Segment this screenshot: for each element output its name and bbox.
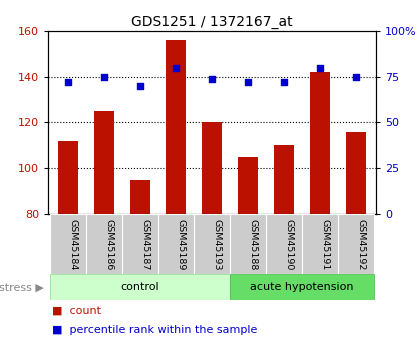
Bar <box>50 214 86 274</box>
Text: GSM45189: GSM45189 <box>176 219 185 270</box>
Text: GSM45186: GSM45186 <box>104 219 113 270</box>
Text: ■  count: ■ count <box>52 306 102 316</box>
Text: GSM45188: GSM45188 <box>248 219 257 270</box>
Bar <box>302 214 338 274</box>
Bar <box>230 274 374 300</box>
Point <box>101 74 108 80</box>
Bar <box>266 214 302 274</box>
Point <box>245 79 252 85</box>
Bar <box>122 214 158 274</box>
Bar <box>194 214 230 274</box>
Text: GSM45187: GSM45187 <box>140 219 149 270</box>
Bar <box>166 40 186 214</box>
Bar <box>238 157 258 214</box>
Bar <box>158 214 194 274</box>
Point <box>353 74 360 80</box>
Title: GDS1251 / 1372167_at: GDS1251 / 1372167_at <box>131 14 293 29</box>
Bar <box>50 274 230 300</box>
Text: control: control <box>121 282 160 292</box>
Bar <box>274 145 294 214</box>
Text: stress ▶: stress ▶ <box>0 282 44 292</box>
Bar <box>230 214 266 274</box>
Text: GSM45192: GSM45192 <box>356 219 365 270</box>
Bar <box>86 214 122 274</box>
Text: ■  percentile rank within the sample: ■ percentile rank within the sample <box>52 325 258 335</box>
Bar <box>94 111 114 214</box>
Text: GSM45184: GSM45184 <box>68 219 77 270</box>
Point <box>317 65 323 70</box>
Bar <box>346 132 366 214</box>
Point <box>137 83 144 89</box>
Point <box>65 79 71 85</box>
Bar <box>58 141 78 214</box>
Bar <box>338 214 374 274</box>
Text: GSM45193: GSM45193 <box>212 219 221 270</box>
Text: GSM45191: GSM45191 <box>320 219 329 270</box>
Bar <box>130 180 150 214</box>
Bar <box>202 122 222 214</box>
Point <box>173 65 179 70</box>
Bar <box>310 72 330 214</box>
Text: GSM45190: GSM45190 <box>284 219 293 270</box>
Point <box>281 79 287 85</box>
Text: acute hypotension: acute hypotension <box>250 282 354 292</box>
Point <box>209 76 215 81</box>
